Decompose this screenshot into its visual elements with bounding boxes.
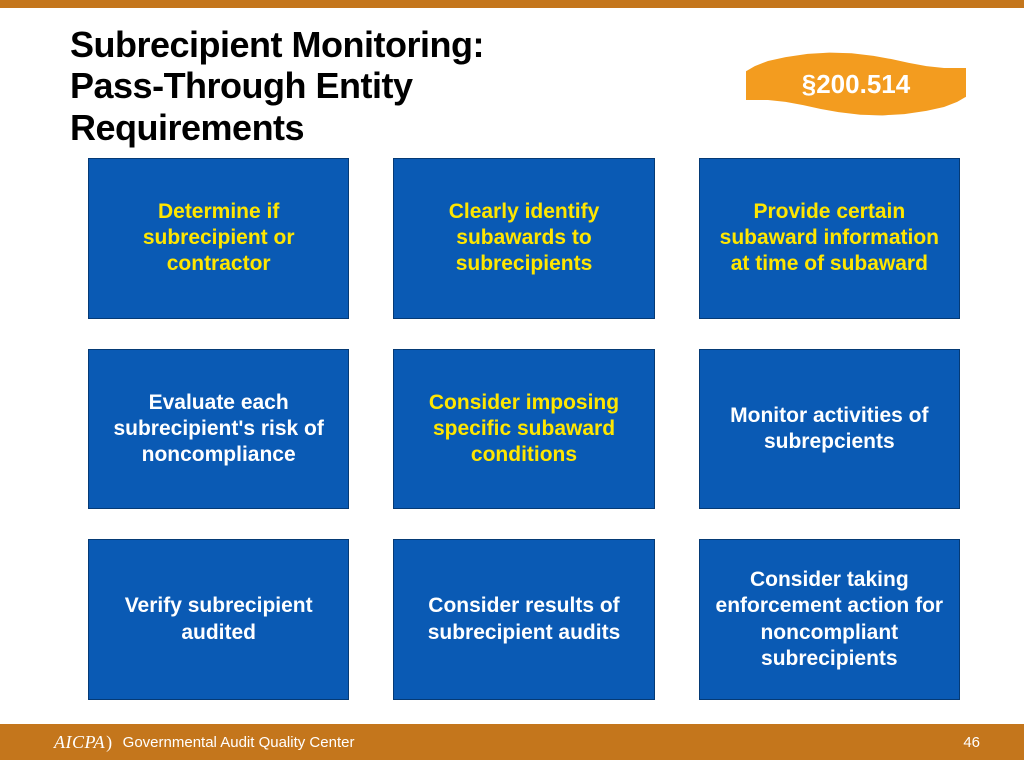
box-1: Clearly identify subawards to subrecipie… [393, 158, 654, 319]
aicpa-logo: AICPA [54, 732, 113, 753]
box-5: Monitor activities of subrepcients [699, 349, 960, 510]
box-2: Provide certain subaward information at … [699, 158, 960, 319]
badge-text: §200.514 [802, 69, 910, 100]
top-accent-bar [0, 0, 1024, 8]
section-badge: §200.514 [746, 52, 966, 116]
box-7: Consider results of subrecipient audits [393, 539, 654, 700]
box-4: Consider imposing specific subaward cond… [393, 349, 654, 510]
footer-bar: AICPA Governmental Audit Quality Center … [0, 724, 1024, 760]
requirements-grid: Determine if subrecipient or contractor … [88, 158, 960, 700]
page-number: 46 [963, 734, 980, 751]
box-3: Evaluate each subrecipient's risk of non… [88, 349, 349, 510]
footer-center-text: Governmental Audit Quality Center [123, 734, 355, 751]
slide: Subrecipient Monitoring: Pass-Through En… [0, 0, 1024, 768]
box-0: Determine if subrecipient or contractor [88, 158, 349, 319]
box-8: Consider taking enforcement action for n… [699, 539, 960, 700]
slide-title: Subrecipient Monitoring: Pass-Through En… [70, 24, 570, 148]
box-6: Verify subrecipient audited [88, 539, 349, 700]
